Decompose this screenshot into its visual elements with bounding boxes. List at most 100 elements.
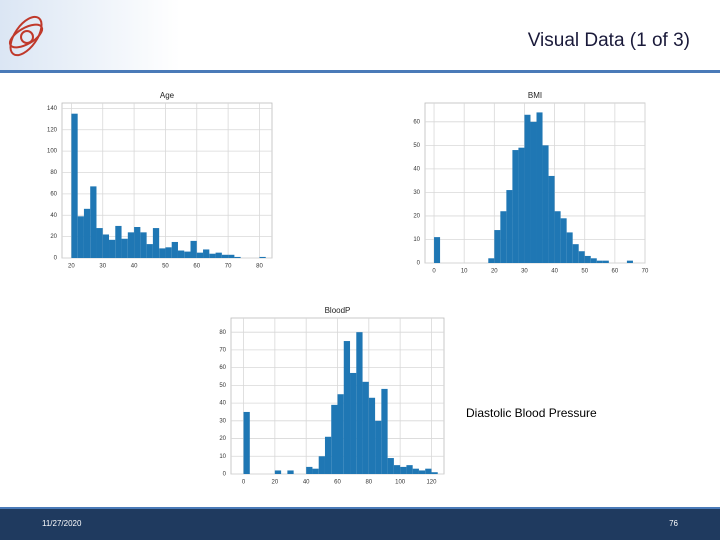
footer-bg — [0, 509, 720, 540]
histogram-bar — [331, 404, 338, 474]
histogram-bar — [121, 238, 128, 258]
y-tick-label: 60 — [413, 119, 420, 125]
x-tick-label: 80 — [365, 480, 372, 486]
y-tick-label: 60 — [50, 191, 57, 197]
page-number: 76 — [669, 519, 678, 528]
x-tick-label: 0 — [432, 269, 436, 275]
histogram-bar — [274, 470, 282, 474]
histogram-bar — [578, 251, 585, 263]
x-tick-label: 50 — [162, 264, 169, 270]
y-tick-label: 10 — [219, 454, 226, 460]
x-tick-label: 30 — [99, 264, 106, 270]
histogram-bar — [406, 465, 413, 474]
histogram-bar — [134, 227, 141, 258]
histogram-bar — [127, 232, 135, 258]
histogram-bar — [177, 250, 185, 258]
x-tick-label: 40 — [303, 480, 310, 486]
y-tick-label: 40 — [219, 401, 226, 407]
histogram-bar — [431, 472, 438, 474]
annotation: Diastolic Blood Pressure — [466, 406, 597, 420]
y-tick-label: 80 — [219, 330, 226, 336]
histogram-bar — [572, 244, 579, 263]
y-tick-label: 20 — [219, 436, 226, 442]
header-rule — [0, 70, 720, 73]
y-tick-label: 50 — [219, 383, 226, 389]
histogram-bar — [488, 258, 495, 263]
chart-title: Age — [160, 91, 175, 100]
y-tick-label: 70 — [219, 347, 226, 353]
x-tick-label: 0 — [242, 480, 246, 486]
histogram-bar — [536, 112, 543, 263]
histogram-bar — [102, 234, 110, 258]
histogram-bar — [287, 470, 294, 474]
histogram-bar — [96, 228, 103, 258]
histogram-bar — [393, 465, 401, 474]
histogram-bar — [425, 468, 432, 474]
chart-title: BMI — [528, 91, 542, 100]
footer-date: 11/27/2020 — [42, 519, 82, 528]
histogram-bar — [434, 237, 441, 263]
histogram-bar — [190, 240, 197, 258]
histogram-bar — [159, 248, 166, 258]
histogram-bar — [512, 150, 519, 263]
x-tick-label: 10 — [461, 269, 468, 275]
x-tick-label: 120 — [426, 480, 437, 486]
histogram-bar — [243, 411, 250, 474]
histogram-bar — [318, 456, 325, 474]
y-tick-label: 100 — [47, 149, 58, 155]
x-tick-label: 60 — [334, 480, 341, 486]
histogram-bar — [375, 420, 382, 474]
x-tick-label: 60 — [612, 269, 619, 275]
x-tick-label: 40 — [551, 269, 558, 275]
histogram-bar — [518, 147, 525, 263]
histogram-bar — [566, 232, 573, 263]
histogram-bar — [400, 466, 407, 474]
x-tick-label: 40 — [131, 264, 138, 270]
histogram-bar — [350, 372, 357, 474]
x-tick-label: 60 — [193, 264, 200, 270]
header-bg — [0, 0, 720, 70]
x-tick-label: 70 — [642, 269, 649, 275]
histogram-bar — [584, 255, 591, 263]
y-tick-label: 20 — [50, 234, 57, 240]
y-tick-label: 20 — [413, 214, 420, 220]
histogram-bar — [560, 218, 567, 263]
x-tick-label: 80 — [256, 264, 263, 270]
logo — [8, 15, 44, 57]
histogram-bar — [554, 211, 561, 263]
x-tick-label: 100 — [395, 480, 406, 486]
histogram-bar — [500, 211, 507, 263]
y-tick-label: 0 — [54, 256, 58, 262]
x-tick-label: 20 — [68, 264, 75, 270]
x-tick-label: 50 — [581, 269, 588, 275]
y-tick-label: 10 — [413, 237, 420, 243]
histogram-bar — [90, 186, 97, 258]
y-tick-label: 0 — [417, 261, 421, 267]
y-tick-label: 50 — [413, 143, 420, 149]
y-tick-label: 80 — [50, 170, 57, 176]
histogram-bar — [381, 388, 388, 474]
histogram-bar — [524, 114, 531, 263]
histogram-bar — [596, 260, 603, 263]
histogram-bar — [412, 468, 419, 474]
histogram-bar — [542, 145, 549, 263]
histogram-bar — [602, 260, 609, 263]
histogram-bar — [140, 232, 147, 258]
y-tick-label: 30 — [413, 190, 420, 196]
x-tick-label: 30 — [521, 269, 528, 275]
histogram-bar — [548, 175, 555, 263]
histogram-bar — [418, 470, 426, 474]
histogram-bar — [152, 228, 160, 258]
histogram-bar — [259, 256, 266, 258]
x-tick-label: 20 — [491, 269, 498, 275]
histogram-bar — [337, 394, 344, 474]
histogram-bar — [362, 381, 369, 474]
histogram-bar — [626, 260, 633, 263]
histogram-bar — [343, 341, 351, 474]
histogram-bar — [83, 208, 91, 258]
x-tick-label: 20 — [272, 480, 279, 486]
histogram-bar — [368, 397, 376, 474]
x-tick-label: 70 — [225, 264, 232, 270]
histogram-bar — [171, 241, 178, 258]
